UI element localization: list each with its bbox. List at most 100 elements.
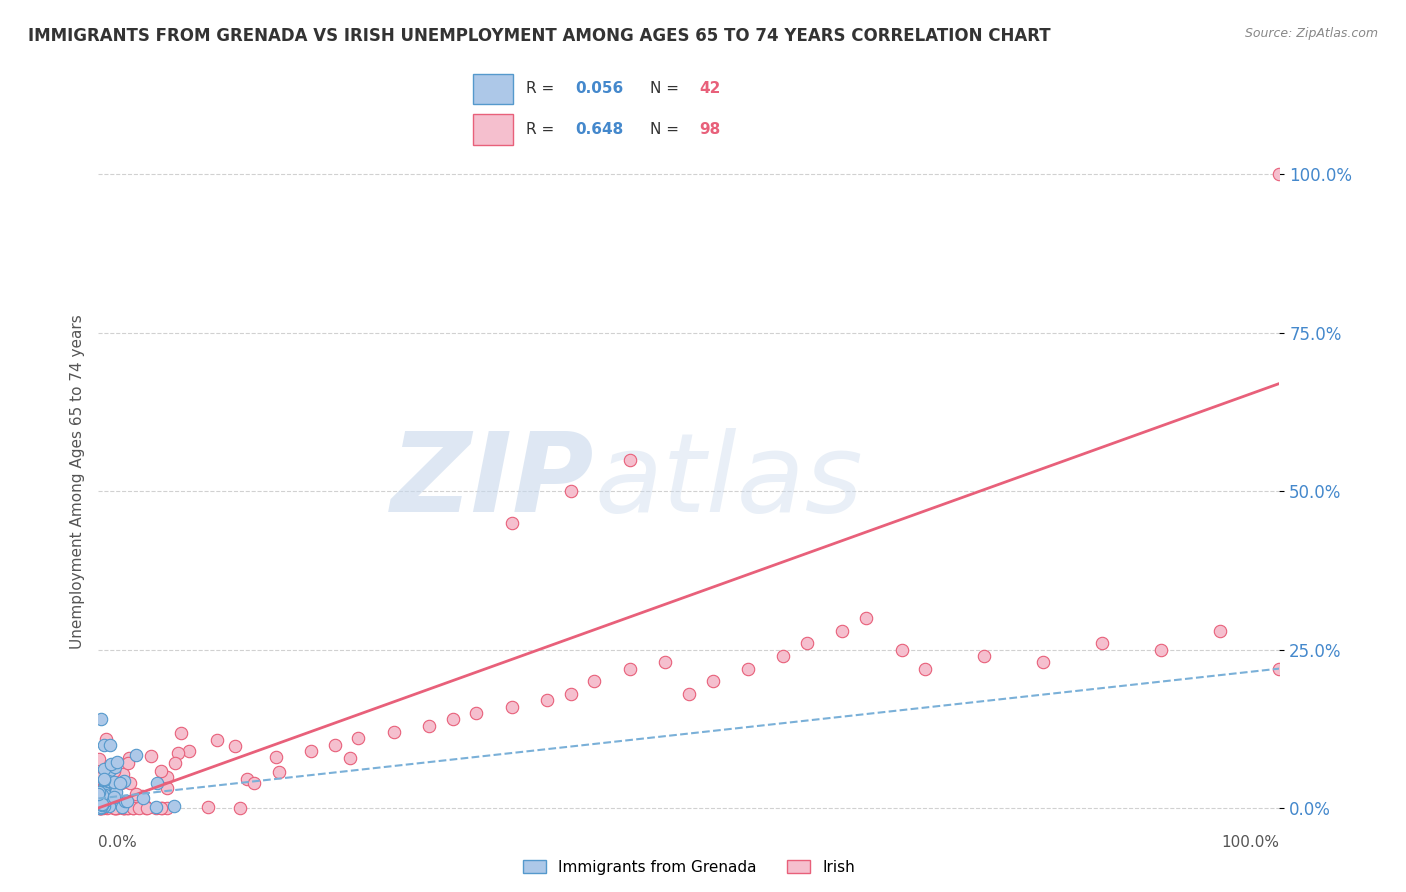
Point (162, 799, 184, 814)
Point (165, 756, 187, 771)
Point (112, 801, 135, 815)
Text: 42: 42 (699, 81, 720, 96)
Point (114, 801, 136, 815)
Point (104, 793, 127, 807)
Point (264, 750, 287, 764)
Point (107, 772, 129, 787)
Point (97, 764, 120, 779)
Point (103, 790, 125, 805)
Point (170, 726, 193, 740)
Point (855, 611, 877, 625)
Point (134, 799, 156, 814)
Point (96, 731, 118, 746)
Point (104, 785, 127, 799)
Point (124, 795, 146, 809)
Text: 100.0%: 100.0% (1222, 836, 1279, 850)
Point (501, 699, 523, 714)
Point (93, 779, 115, 793)
Point (89, 800, 111, 814)
FancyBboxPatch shape (474, 74, 513, 104)
Point (91, 801, 114, 815)
Point (112, 766, 135, 780)
Point (135, 801, 157, 815)
Point (90, 797, 112, 811)
Point (125, 787, 148, 801)
Point (94, 794, 117, 808)
Point (117, 756, 139, 771)
Point (89, 801, 111, 815)
Text: 0.0%: 0.0% (98, 836, 138, 850)
Point (737, 662, 759, 676)
Point (236, 772, 259, 786)
Point (1268, 168, 1291, 182)
Point (678, 687, 700, 701)
Point (108, 776, 131, 790)
Text: R =: R = (526, 122, 560, 137)
Text: Source: ZipAtlas.com: Source: ZipAtlas.com (1244, 27, 1378, 40)
Point (100, 789, 122, 803)
Text: N =: N = (650, 81, 683, 96)
Point (93, 785, 115, 799)
Text: 0.056: 0.056 (575, 81, 624, 96)
Point (150, 801, 173, 815)
Point (90, 801, 112, 815)
Point (98, 794, 121, 808)
Point (890, 642, 912, 657)
Point (1150, 642, 1173, 657)
Point (96, 801, 118, 815)
Point (560, 484, 582, 499)
Y-axis label: Unemployment Among Ages 65 to 74 years: Unemployment Among Ages 65 to 74 years (69, 314, 84, 649)
Point (93, 763, 115, 777)
Point (104, 759, 127, 773)
Point (93, 738, 115, 752)
Text: R =: R = (526, 81, 560, 96)
Point (501, 516, 523, 530)
Point (115, 801, 138, 815)
Point (100, 756, 122, 771)
Point (93, 799, 115, 814)
Point (560, 687, 582, 701)
Text: 98: 98 (699, 122, 720, 137)
Point (87, 762, 110, 776)
Point (132, 791, 155, 805)
Point (122, 801, 145, 815)
Point (93, 788, 115, 802)
Point (111, 801, 134, 815)
Point (382, 725, 405, 739)
Point (125, 747, 148, 762)
Point (122, 801, 145, 815)
Point (229, 801, 252, 815)
Point (91, 797, 114, 812)
Point (156, 801, 179, 815)
Point (103, 801, 125, 815)
Point (114, 794, 136, 808)
Point (94, 789, 117, 803)
Point (112, 774, 135, 789)
Point (1209, 624, 1232, 638)
Point (90, 800, 112, 814)
Point (97, 799, 120, 814)
Point (914, 662, 936, 676)
Point (98, 763, 121, 777)
Point (1032, 655, 1054, 669)
Point (619, 452, 641, 467)
Point (197, 800, 219, 814)
Point (93, 780, 115, 794)
Point (323, 738, 346, 752)
Point (94, 792, 117, 806)
Point (105, 801, 128, 815)
Point (1268, 662, 1291, 676)
Point (831, 624, 853, 638)
Point (90, 712, 112, 726)
Point (93, 773, 115, 788)
Point (97, 774, 120, 789)
Point (98, 738, 121, 752)
Point (418, 718, 440, 732)
Point (224, 739, 246, 754)
Point (145, 801, 167, 815)
Point (90, 789, 112, 803)
Point (347, 731, 370, 746)
Point (103, 801, 125, 815)
Point (87, 794, 110, 808)
Text: IMMIGRANTS FROM GRENADA VS IRISH UNEMPLOYMENT AMONG AGES 65 TO 74 YEARS CORRELAT: IMMIGRANTS FROM GRENADA VS IRISH UNEMPLO… (28, 27, 1050, 45)
